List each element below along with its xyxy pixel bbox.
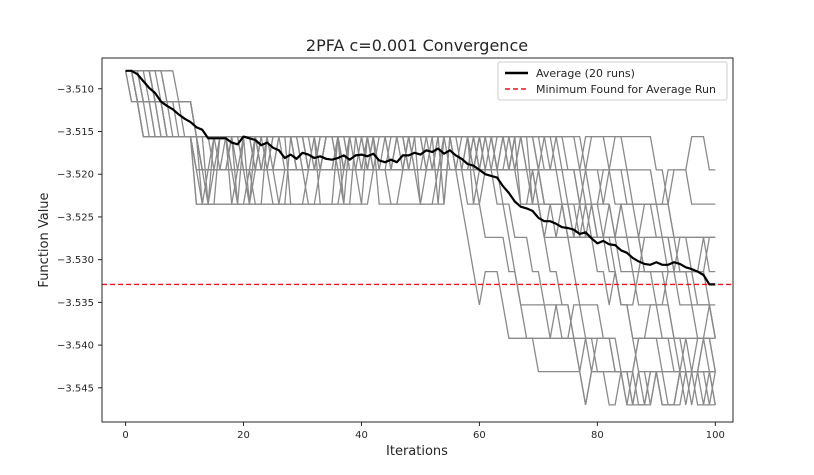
legend-minimum-label: Minimum Found for Average Run	[536, 83, 716, 96]
y-tick-label: −3.525	[57, 212, 94, 223]
y-tick-label: −3.535	[57, 298, 94, 309]
y-tick-label: −3.540	[57, 341, 94, 352]
chart-title: 2PFA c=0.001 Convergence	[306, 36, 528, 55]
plot-frame	[101, 57, 734, 423]
x-axis-ticks: 0 20 40 60 80 100	[122, 422, 725, 441]
y-tick-label: −3.520	[57, 170, 94, 181]
x-tick-label: 20	[237, 430, 250, 441]
x-tick-label: 100	[706, 430, 725, 441]
y-axis-ticks: −3.510 −3.515 −3.520 −3.525 −3.530 −3.535 −3.5…	[57, 84, 102, 394]
x-tick-label: 0	[122, 430, 128, 441]
run-line	[125, 70, 716, 406]
y-tick-label: −3.515	[57, 127, 94, 138]
average-layer	[125, 69, 716, 286]
x-tick-label: 40	[355, 430, 368, 441]
legend-box	[497, 61, 728, 101]
y-tick-label: −3.530	[57, 255, 94, 266]
y-tick-label: −3.545	[57, 383, 94, 394]
x-tick-label: 80	[591, 430, 604, 441]
legend-average-label: Average (20 runs)	[536, 67, 635, 80]
average-line	[125, 69, 716, 286]
legend: Average (20 runs) Minimum Found for Aver…	[497, 61, 728, 101]
x-tick-label: 60	[473, 430, 486, 441]
x-axis-label: Iterations	[386, 444, 448, 459]
run-line	[125, 70, 716, 273]
y-axis-label: Function Value	[37, 192, 52, 287]
y-tick-label: −3.510	[57, 84, 94, 95]
individual-runs	[124, 70, 716, 406]
